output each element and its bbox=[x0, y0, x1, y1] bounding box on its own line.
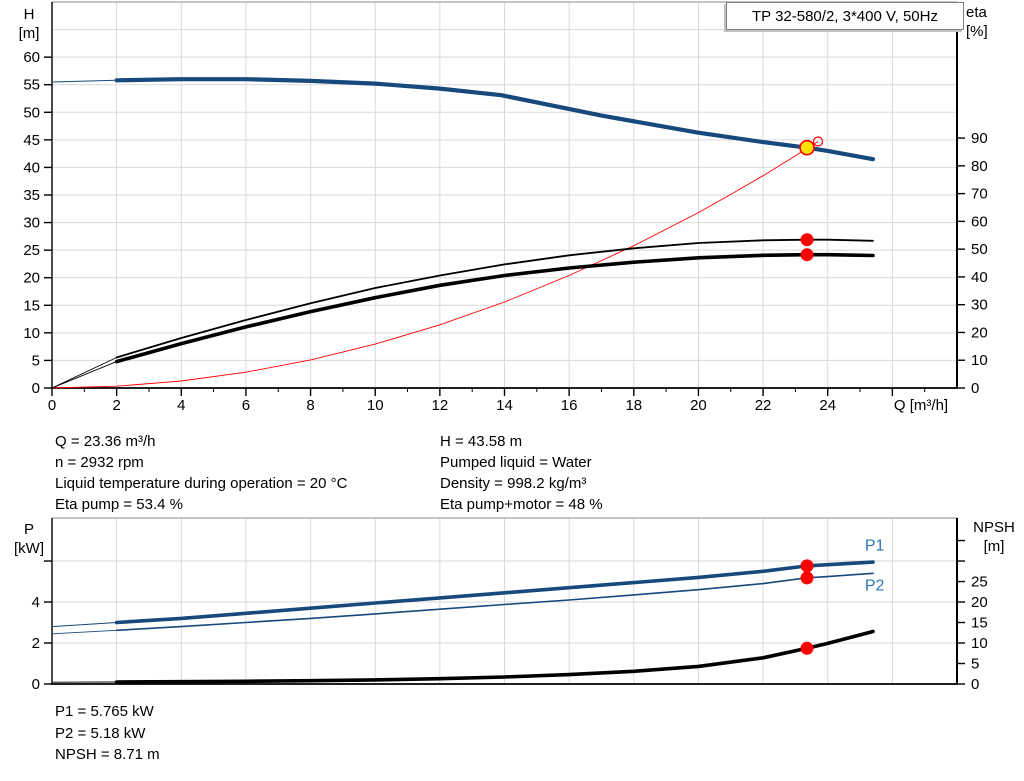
duty-data-right: H = 43.58 m Pumped liquid = Water Densit… bbox=[440, 431, 603, 515]
tick-label: 4 bbox=[177, 397, 185, 414]
ann-h: H = 43.58 m bbox=[440, 433, 523, 450]
ann-eta-pump-motor: Eta pump+motor = 48 % bbox=[440, 496, 603, 513]
tick-label: 45 bbox=[23, 132, 40, 149]
tick-label: 2 bbox=[112, 397, 120, 414]
requested-duty-point[interactable] bbox=[812, 136, 824, 147]
tick-label: 24 bbox=[819, 397, 836, 414]
tick-label: 15 bbox=[971, 615, 988, 632]
h-axis-label: H [m] bbox=[18, 6, 40, 42]
tick-label: 2 bbox=[32, 635, 40, 652]
x-axis-unit-label: Q [m³/h] bbox=[894, 397, 948, 414]
ann-npsh: NPSH = 8.71 m bbox=[55, 746, 160, 763]
p-axis-label: P [kW] bbox=[14, 521, 44, 557]
tick-label: 6 bbox=[242, 397, 250, 414]
tick-label: 14 bbox=[496, 397, 513, 414]
tick-label: 25 bbox=[971, 574, 988, 591]
ann-pumped-liquid: Pumped liquid = Water bbox=[440, 454, 592, 471]
eta-pump-point[interactable] bbox=[800, 233, 814, 247]
tick-label: 50 bbox=[23, 104, 40, 121]
tick-label: 4 bbox=[32, 594, 40, 611]
eta-pump-curve-leadin bbox=[51, 239, 874, 389]
tick-label: 70 bbox=[971, 186, 988, 203]
tick-label: 30 bbox=[23, 215, 40, 232]
tick-label: 5 bbox=[32, 352, 40, 369]
tick-label: 15 bbox=[23, 297, 40, 314]
tick-label: 0 bbox=[32, 380, 40, 397]
P2-curve bbox=[115, 572, 874, 632]
tick-label: 50 bbox=[971, 241, 988, 258]
P1-curve bbox=[114, 560, 875, 625]
tick-label: 5 bbox=[971, 656, 979, 673]
tick-label: 40 bbox=[23, 159, 40, 176]
P2-curve-leadin bbox=[51, 572, 874, 635]
duty-point[interactable] bbox=[799, 139, 815, 156]
tick-label: 10 bbox=[971, 635, 988, 652]
npsh-axis-label: NPSH [m] bbox=[973, 519, 1015, 555]
tick-label: 10 bbox=[23, 325, 40, 342]
P2-curve-label: P2 bbox=[865, 578, 885, 595]
tick-label: 25 bbox=[23, 242, 40, 259]
tick-label: 0 bbox=[971, 676, 979, 693]
tick-label: 16 bbox=[561, 397, 578, 414]
tick-label: 20 bbox=[690, 397, 707, 414]
NPSH-curve bbox=[114, 629, 875, 684]
ann-liquid-temp: Liquid temperature during operation = 20… bbox=[55, 475, 348, 492]
NPSH-curve-leadin bbox=[51, 631, 874, 683]
tick-label: 40 bbox=[971, 269, 988, 286]
eta-pump-motor-point[interactable] bbox=[800, 248, 814, 262]
tick-label: 10 bbox=[367, 397, 384, 414]
ann-p2: P2 = 5.18 kW bbox=[55, 724, 146, 742]
eta-axis-label: eta [%] bbox=[966, 4, 988, 40]
p1-point[interactable] bbox=[800, 559, 814, 573]
P1-curve-label: P1 bbox=[865, 538, 885, 555]
tick-label: 8 bbox=[306, 397, 314, 414]
pump-type-title: TP 32-580/2, 3*400 V, 50Hz bbox=[752, 7, 938, 25]
tick-label: 12 bbox=[432, 397, 449, 414]
tick-label: 55 bbox=[23, 77, 40, 94]
tick-label: 60 bbox=[971, 213, 988, 230]
duty-data-left: Q = 23.36 m³/h n = 2932 rpm Liquid tempe… bbox=[55, 431, 347, 515]
tick-label: 30 bbox=[971, 297, 988, 314]
tick-label: 10 bbox=[971, 352, 988, 369]
head-efficiency-chart: 0510152025303540455055600102030405060708… bbox=[23, 1, 988, 414]
tick-label: 20 bbox=[23, 270, 40, 287]
power-npsh-chart: 0 2 4 0 5 10 15 20 25 P1 P2 bbox=[32, 517, 988, 693]
tick-label: 80 bbox=[971, 158, 988, 175]
tick-label: 0 bbox=[971, 380, 979, 397]
eta-pump-curve bbox=[115, 238, 874, 359]
ann-eta-pump: Eta pump = 53.4 % bbox=[55, 496, 183, 513]
ann-density: Density = 998.2 kg/m³ bbox=[440, 475, 587, 492]
ann-q: Q = 23.36 m³/h bbox=[55, 433, 156, 450]
tick-label: 20 bbox=[971, 594, 988, 611]
tick-label: 60 bbox=[23, 49, 40, 66]
tick-label: 0 bbox=[32, 676, 40, 693]
tick-label: 22 bbox=[755, 397, 772, 414]
npsh-point[interactable] bbox=[800, 641, 814, 655]
system-curve bbox=[51, 141, 819, 389]
H-curve bbox=[114, 77, 876, 162]
power-data-block: P1 = 5.765 kW P2 = 5.18 kW NPSH = 8.71 m bbox=[55, 701, 160, 766]
pump-type-title-box: TP 32-580/2, 3*400 V, 50Hz bbox=[726, 2, 964, 30]
tick-label: 35 bbox=[23, 187, 40, 204]
eta-pump-motor-curve-leadin bbox=[51, 254, 874, 389]
p2-point[interactable] bbox=[800, 571, 814, 585]
tick-label: 0 bbox=[48, 397, 56, 414]
eta-pump-motor-curve bbox=[114, 252, 875, 364]
tick-label: 18 bbox=[625, 397, 642, 414]
tick-label: 20 bbox=[971, 324, 988, 341]
ann-n: n = 2932 rpm bbox=[55, 454, 144, 471]
ann-p1: P1 = 5.765 kW bbox=[55, 703, 154, 720]
tick-label: 90 bbox=[971, 130, 988, 147]
